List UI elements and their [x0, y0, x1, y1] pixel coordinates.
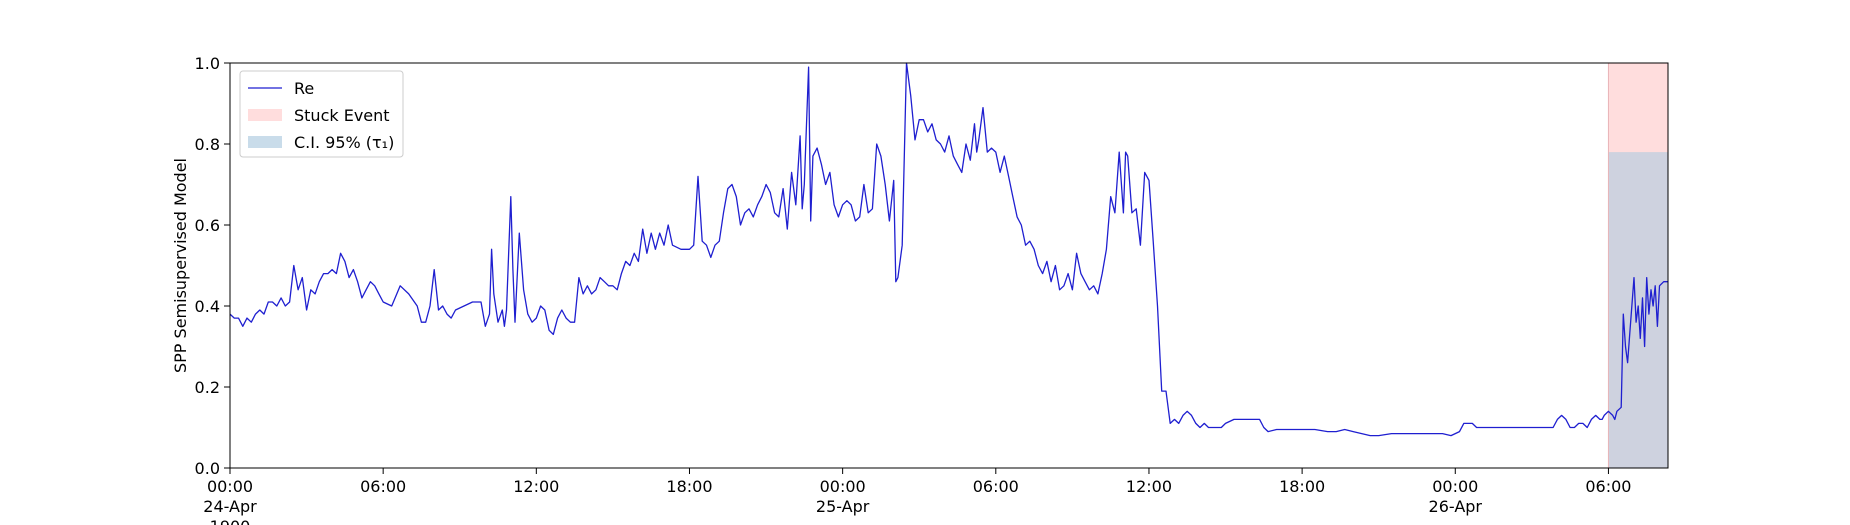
x-tick-label: 18:00	[1279, 477, 1325, 496]
y-tick-label: 1.0	[195, 54, 220, 73]
y-tick-label: 0.8	[195, 135, 220, 154]
axes: 0.00.20.40.60.81.000:0024-Apr190006:0012…	[195, 54, 1669, 525]
x-tick-label: 06:00	[1585, 477, 1631, 496]
x-tick-label: 12:00	[513, 477, 559, 496]
y-tick-label: 0.4	[195, 297, 220, 316]
legend: Re Stuck Event C.I. 95% (τ₁)	[239, 70, 404, 158]
legend-swatch-patch	[248, 109, 282, 121]
series-line-re	[229, 62, 1668, 437]
legend-label: C.I. 95% (τ₁)	[294, 133, 394, 152]
y-tick-label: 0.2	[195, 378, 220, 397]
x-tick-label: 12:00	[1126, 477, 1172, 496]
y-tick-label: 0.0	[195, 459, 220, 478]
plot-area	[229, 62, 1668, 468]
axes-frame	[229, 62, 1669, 469]
x-tick-label: 06:00	[973, 477, 1019, 496]
x-tick-label: 06:00	[360, 477, 406, 496]
x-tick-label: 25-Apr	[816, 497, 870, 516]
legend-label: Stuck Event	[294, 106, 390, 125]
x-tick-label: 18:00	[666, 477, 712, 496]
legend-box	[239, 70, 404, 158]
legend-swatch-patch	[248, 136, 282, 148]
x-tick-label: 00:00	[820, 477, 866, 496]
x-tick-label: 24-Apr	[203, 497, 257, 516]
x-tick-label: 26-Apr	[1429, 497, 1483, 516]
x-tick-label: 00:00	[207, 477, 253, 496]
x-tick-label: 1900	[210, 517, 251, 525]
x-tick-label: 00:00	[1432, 477, 1478, 496]
legend-label: Re	[294, 79, 314, 98]
y-axis-label: SPP Semisupervised Model	[171, 158, 190, 373]
y-tick-label: 0.6	[195, 216, 220, 235]
